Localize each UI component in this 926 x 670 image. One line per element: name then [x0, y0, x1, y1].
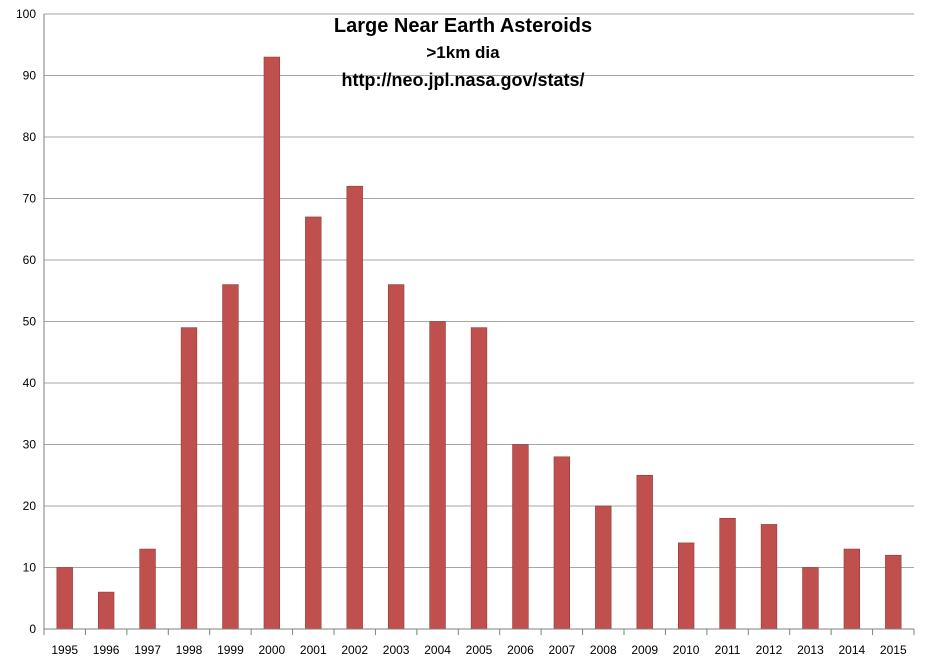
bar-2013: [802, 567, 819, 630]
bar-2001: [305, 216, 322, 630]
y-tick-label: 40: [23, 376, 37, 390]
x-tick-label: 2009: [631, 643, 658, 657]
chart-title: Large Near Earth Asteroids >1km dia http…: [334, 15, 592, 90]
bar-2015: [885, 554, 902, 630]
y-tick-label: 100: [16, 7, 36, 21]
x-tick-label: 2010: [673, 643, 700, 657]
y-tick-label: 30: [23, 438, 37, 452]
y-tick-label: 20: [23, 499, 37, 513]
x-tick-label: 2011: [715, 643, 741, 657]
bar-1996: [97, 591, 115, 630]
chart-title-line-1: Large Near Earth Asteroids: [334, 15, 592, 37]
bar-2010: [677, 542, 695, 630]
y-tick-label: 90: [23, 69, 37, 83]
bar-2000: [263, 56, 281, 630]
bar-1995: [56, 567, 73, 630]
y-tick-label: 50: [23, 315, 37, 329]
chart-title-line-2: >1km dia: [426, 43, 500, 62]
x-tick-label: 1996: [93, 643, 120, 657]
x-tick-label: 2003: [383, 643, 410, 657]
bar-2002: [346, 185, 363, 630]
x-tick-label: 1995: [51, 643, 78, 657]
bar-2006: [512, 444, 529, 630]
x-tick-label: 2013: [797, 643, 824, 657]
x-tick-label: 2014: [839, 643, 866, 657]
x-tick-label: 2005: [466, 643, 493, 657]
bar-2014: [843, 548, 861, 630]
bar-2011: [719, 517, 736, 630]
x-tick-labels: 1995 1996 1997 1998 1999 2000 2001 2002 2003 2004…: [51, 643, 907, 657]
bars: [56, 56, 902, 630]
x-tick-label: 1999: [217, 643, 244, 657]
y-tick-label: 70: [23, 192, 37, 206]
x-tick-label: 2012: [756, 643, 783, 657]
x-tick-label: 2015: [880, 643, 907, 657]
bar-2007: [553, 456, 571, 630]
x-tick-label: 1998: [176, 643, 203, 657]
x-tick-label: 1997: [134, 643, 161, 657]
bar-1998: [180, 327, 198, 630]
y-tick-label: 80: [23, 130, 37, 144]
x-tick-label: 2004: [424, 643, 451, 657]
bar-1997: [139, 548, 156, 630]
y-tick-label: 10: [23, 561, 37, 575]
bar-2004: [429, 321, 446, 630]
bar-2005: [470, 327, 488, 630]
y-tick-label: 0: [29, 622, 36, 636]
x-tick-label: 2002: [341, 643, 368, 657]
x-tick-label: 2000: [259, 643, 286, 657]
bar-2009: [636, 474, 653, 630]
y-tick-labels: 0 10 20 30 40 50 60 70 80 90 100: [16, 7, 36, 636]
bar-1999: [222, 284, 239, 630]
x-tick-label: 2006: [507, 643, 534, 657]
axes: [43, 14, 915, 635]
y-tick-label: 60: [23, 253, 37, 267]
x-tick-label: 2001: [300, 643, 327, 657]
chart-title-line-3: http://neo.jpl.nasa.gov/stats/: [341, 70, 584, 90]
x-tick-label: 2007: [549, 643, 576, 657]
bar-2012: [760, 524, 778, 630]
bar-2008: [595, 505, 612, 630]
x-tick-label: 2008: [590, 643, 617, 657]
bar-2003: [387, 284, 405, 630]
